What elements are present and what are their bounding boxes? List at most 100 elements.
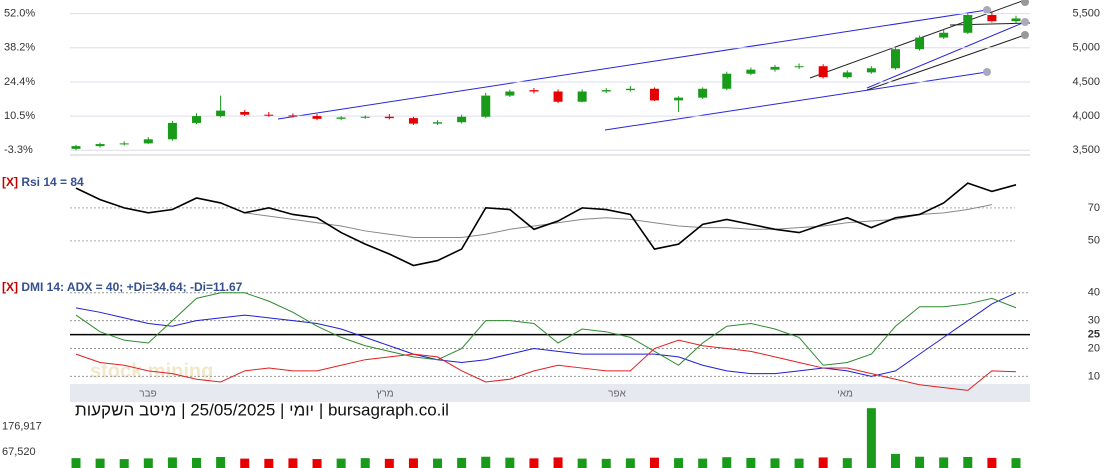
candle-body bbox=[1011, 18, 1021, 22]
volume-bar bbox=[722, 457, 732, 468]
volume-bar bbox=[625, 458, 635, 468]
y-tick-label: 40 bbox=[1088, 287, 1100, 299]
candle-body bbox=[939, 32, 949, 38]
volume-bar bbox=[601, 458, 611, 468]
volume-bar bbox=[143, 458, 153, 468]
volume-bar bbox=[312, 459, 322, 468]
dmi-line bbox=[75, 339, 1017, 391]
y-tick-label: 3,500 bbox=[1072, 144, 1100, 156]
candle-body bbox=[505, 91, 515, 96]
volume-bar bbox=[698, 458, 708, 468]
volume-bar bbox=[915, 456, 925, 468]
candle-body bbox=[794, 66, 804, 68]
candle-body bbox=[674, 97, 684, 101]
rsi-header: [X] Rsi 14 = 84 bbox=[2, 175, 84, 189]
candle-body bbox=[312, 116, 322, 119]
volume-bar bbox=[746, 457, 756, 468]
volume-bar bbox=[577, 458, 587, 468]
candle-body bbox=[71, 146, 81, 149]
volume-bar bbox=[384, 458, 394, 468]
volume-bar bbox=[336, 458, 346, 468]
candle-body bbox=[890, 49, 900, 69]
volume-bar bbox=[216, 456, 226, 468]
candle-body bbox=[842, 72, 852, 78]
volume-bar bbox=[890, 453, 900, 468]
volume-bar bbox=[505, 457, 515, 468]
month-label: מרץ bbox=[376, 389, 393, 400]
candle-body bbox=[457, 116, 467, 123]
dmi-line bbox=[75, 292, 1017, 377]
candle-body bbox=[529, 90, 539, 92]
candle-body bbox=[143, 139, 153, 144]
candle-body bbox=[167, 122, 177, 140]
y-tick-label: 176,917 bbox=[2, 420, 42, 432]
candle-body bbox=[601, 90, 611, 92]
volume-bar bbox=[842, 458, 852, 468]
volume-bar bbox=[264, 458, 274, 468]
close-x[interactable]: [X] bbox=[2, 175, 18, 189]
dmi-title: DMI 14: ADX = 40; +Di=34.64; -Di=11.67 bbox=[21, 280, 242, 294]
candle-body bbox=[408, 118, 418, 124]
volume-bar bbox=[649, 457, 659, 468]
volume-bar bbox=[408, 458, 418, 468]
candle-body bbox=[987, 15, 997, 22]
pct-label: 52.0% bbox=[4, 8, 35, 20]
dmi-header: [X] DMI 14: ADX = 40; +Di=34.64; -Di=11.… bbox=[2, 280, 243, 294]
candle-body bbox=[722, 73, 732, 89]
pct-label: 24.4% bbox=[4, 76, 35, 88]
y-tick-label: 67,520 bbox=[2, 446, 36, 458]
y-tick-label: 5,500 bbox=[1072, 8, 1100, 20]
candle-body bbox=[866, 68, 876, 73]
volume-bar bbox=[360, 458, 370, 468]
y-tick-label: 20 bbox=[1088, 342, 1100, 354]
y-tick-label: 30 bbox=[1088, 315, 1100, 327]
candle-body bbox=[481, 95, 491, 117]
y-tick-label: 4,500 bbox=[1072, 76, 1100, 88]
candle-body bbox=[625, 88, 635, 91]
trend-lines bbox=[277, 0, 1031, 131]
volume-bar bbox=[770, 458, 780, 468]
volume-bar bbox=[794, 458, 804, 468]
y-tick-label: 10 bbox=[1088, 370, 1100, 382]
month-axis-band bbox=[70, 384, 1030, 402]
candle-body bbox=[818, 66, 828, 78]
volume-bar bbox=[192, 457, 202, 468]
pct-label: -3.3% bbox=[4, 144, 33, 156]
volume-bar bbox=[95, 458, 105, 468]
candle-body bbox=[553, 91, 563, 102]
volume-bar bbox=[987, 457, 997, 468]
volume-bar bbox=[963, 456, 973, 468]
volume-bar bbox=[481, 456, 491, 468]
volume-bar bbox=[288, 458, 298, 468]
volume-bar bbox=[240, 458, 250, 468]
candle-body bbox=[360, 116, 370, 118]
banner: יומי | 25/05/2025 | מיטב השקעות | bursag… bbox=[75, 400, 449, 419]
candle-body bbox=[216, 110, 226, 117]
candle-body bbox=[264, 114, 274, 116]
candle-body bbox=[336, 117, 346, 119]
candle-body bbox=[746, 69, 756, 74]
volume-bar bbox=[939, 457, 949, 468]
volume-bar bbox=[866, 408, 876, 468]
candle-body bbox=[915, 37, 925, 50]
month-label: מאי bbox=[837, 389, 853, 400]
pct-label: 38.2% bbox=[4, 42, 35, 54]
candle-body bbox=[577, 91, 587, 102]
y-tick-label: 50 bbox=[1088, 235, 1100, 247]
rsi-title: Rsi 14 = 84 bbox=[21, 175, 84, 189]
y-tick-label: 70 bbox=[1088, 202, 1100, 214]
volume-bar bbox=[1011, 458, 1021, 468]
candle-body bbox=[95, 144, 105, 147]
y-tick-label: 4,000 bbox=[1072, 110, 1100, 122]
candle-body bbox=[288, 115, 298, 117]
candle-body bbox=[433, 122, 443, 124]
candle-body bbox=[963, 15, 973, 33]
y-tick-label: 25 bbox=[1088, 329, 1100, 341]
month-label: פבר bbox=[139, 389, 156, 400]
y-tick-label: 5,000 bbox=[1072, 42, 1100, 54]
volume-bar bbox=[674, 458, 684, 468]
volume-bar bbox=[457, 457, 467, 468]
close-x[interactable]: [X] bbox=[2, 280, 18, 294]
candle-body bbox=[192, 116, 202, 123]
